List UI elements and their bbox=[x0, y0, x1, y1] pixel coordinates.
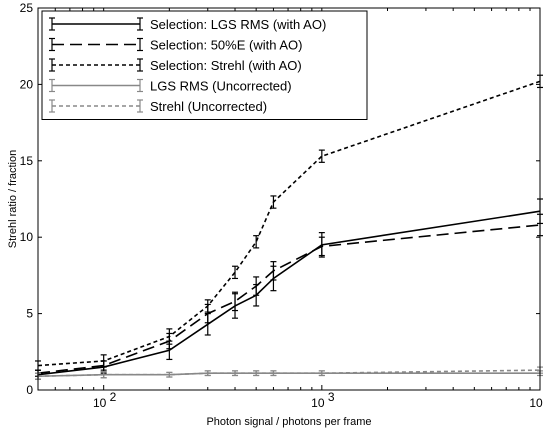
x-tick-exponent: 2 bbox=[110, 390, 117, 404]
x-tick-label: 10 bbox=[311, 396, 325, 410]
y-tick-label: 15 bbox=[20, 154, 34, 168]
legend-label: Selection: 50%E (with AO) bbox=[150, 38, 302, 53]
plot-series-layer bbox=[35, 74, 543, 380]
series-line bbox=[37, 210, 541, 376]
legend-label: Selection: LGS RMS (with AO) bbox=[150, 17, 326, 32]
legend-item: Selection: LGS RMS (with AO) bbox=[49, 17, 326, 32]
x-axis-title: Photon signal / photons per frame bbox=[206, 416, 371, 428]
y-axis-title: Strehl ratio / fraction bbox=[7, 150, 19, 248]
legend-item: Selection: Strehl (with AO) bbox=[49, 58, 302, 73]
y-tick-label: 20 bbox=[20, 77, 34, 91]
series-line bbox=[37, 224, 541, 374]
legend-label: Strehl (Uncorrected) bbox=[150, 99, 267, 114]
legend-item: Strehl (Uncorrected) bbox=[49, 99, 267, 114]
x-tick-label: 10 bbox=[93, 396, 107, 410]
x-tick-exponent: 3 bbox=[328, 390, 335, 404]
axes-layer: 0510152025102103104 bbox=[20, 1, 543, 410]
series-line bbox=[37, 80, 541, 367]
series-3 bbox=[35, 74, 543, 371]
series-5 bbox=[35, 366, 543, 380]
legend-label: Selection: Strehl (with AO) bbox=[150, 58, 302, 73]
legend-item: Selection: 50%E (with AO) bbox=[49, 38, 302, 53]
y-tick-label: 0 bbox=[26, 383, 33, 397]
series-1 bbox=[35, 198, 543, 380]
y-tick-label: 5 bbox=[26, 307, 33, 321]
legend-item: LGS RMS (Uncorrected) bbox=[49, 79, 292, 94]
x-tick-label: 10 bbox=[529, 396, 543, 410]
legend: Selection: LGS RMS (with AO) Selection: 5… bbox=[41, 10, 368, 120]
series-2 bbox=[35, 213, 543, 377]
legend-label: LGS RMS (Uncorrected) bbox=[150, 79, 292, 94]
plot-frame bbox=[37, 7, 541, 391]
y-tick-label: 25 bbox=[20, 1, 34, 15]
series-line bbox=[37, 372, 540, 378]
y-tick-label: 10 bbox=[20, 230, 34, 244]
